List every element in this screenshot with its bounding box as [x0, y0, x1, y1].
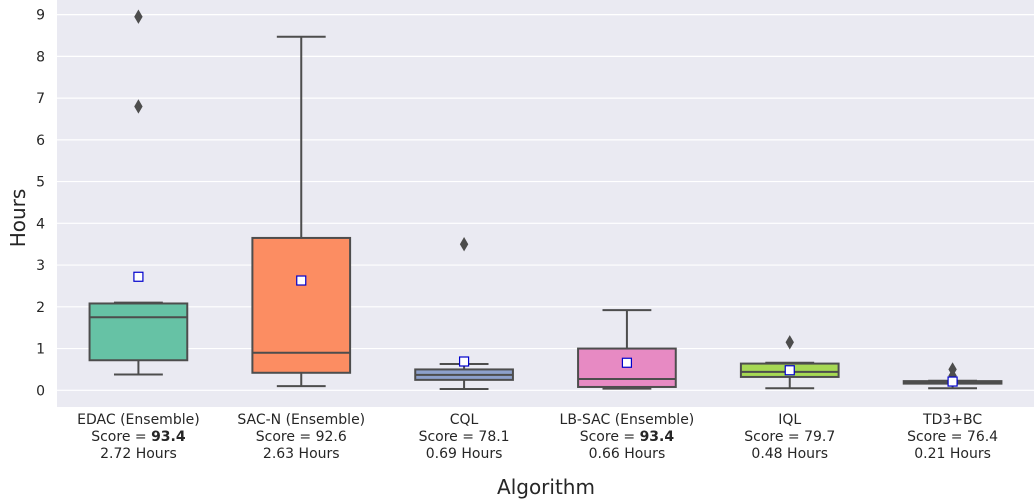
box — [88, 302, 189, 362]
y-tick-label: 8 — [36, 49, 45, 65]
score-value: 92.6 — [316, 429, 347, 445]
mean-marker — [621, 357, 633, 368]
score-value: 93.4 — [640, 429, 675, 445]
y-tick-label: 3 — [36, 258, 45, 274]
box-group — [902, 362, 1003, 390]
category-score: Score = 76.4 — [907, 429, 998, 445]
y-tick-label: 6 — [36, 133, 45, 149]
score-value: 78.1 — [478, 429, 509, 445]
grid-lines — [57, 14, 1034, 391]
category-time: 0.69 Hours — [426, 446, 503, 462]
y-tick-label: 0 — [36, 383, 45, 399]
category-name: EDAC (Ensemble) — [77, 412, 200, 428]
score-prefix: Score = — [907, 429, 967, 445]
category-score: Score = 92.6 — [256, 429, 347, 445]
y-tick-label: 7 — [36, 91, 45, 107]
box — [251, 236, 352, 374]
y-tick-label: 4 — [36, 216, 45, 232]
score-prefix: Score = — [580, 429, 640, 445]
category-score: Score = 78.1 — [419, 429, 510, 445]
y-tick-label: 5 — [36, 175, 45, 191]
y-tick-label: 9 — [36, 8, 45, 24]
box-group — [251, 35, 352, 388]
x-axis-label: Algorithm — [497, 475, 595, 499]
mean-marker — [458, 356, 470, 367]
outlier-marker — [134, 9, 143, 24]
category-time: 0.66 Hours — [589, 446, 666, 462]
boxes — [88, 9, 1003, 391]
box-group — [414, 237, 514, 391]
box-group — [88, 9, 189, 376]
mean-marker — [296, 275, 307, 286]
category-time: 2.63 Hours — [263, 446, 340, 462]
box-group — [577, 309, 677, 390]
y-tick-label: 2 — [36, 300, 45, 316]
category-name: CQL — [450, 412, 479, 428]
mean-marker — [784, 365, 795, 376]
mean-marker — [947, 376, 958, 387]
category-time: 0.21 Hours — [914, 446, 991, 462]
score-prefix: Score = — [419, 429, 479, 445]
score-value: 93.4 — [151, 429, 186, 445]
category-name: TD3+BC — [922, 412, 982, 428]
category-time: 2.72 Hours — [100, 446, 177, 462]
plot-area — [57, 0, 1034, 407]
outlier-marker — [459, 237, 469, 252]
category-score: Score = 79.7 — [744, 429, 835, 445]
score-value: 79.7 — [804, 429, 835, 445]
y-axis-label: Hours — [6, 189, 30, 248]
category-name: SAC-N (Ensemble) — [237, 412, 365, 428]
y-tick-labels: 0 1 2 3 4 5 6 7 8 9 — [36, 8, 45, 400]
category-name: LB-SAC (Ensemble) — [560, 412, 695, 428]
outlier-marker — [134, 99, 143, 114]
category-labels: EDAC (Ensemble)Score = 93.42.72 HoursSAC… — [77, 412, 998, 462]
box-group — [739, 335, 840, 390]
category-name: IQL — [778, 412, 801, 428]
y-tick-label: 1 — [36, 342, 45, 358]
score-prefix: Score = — [91, 429, 151, 445]
score-value: 76.4 — [967, 429, 998, 445]
category-score: Score = 93.4 — [580, 429, 675, 445]
score-prefix: Score = — [256, 429, 316, 445]
score-prefix: Score = — [744, 429, 804, 445]
category-time: 0.48 Hours — [751, 446, 828, 462]
outlier-marker — [785, 335, 794, 350]
category-score: Score = 93.4 — [91, 429, 186, 445]
mean-marker — [133, 271, 144, 282]
